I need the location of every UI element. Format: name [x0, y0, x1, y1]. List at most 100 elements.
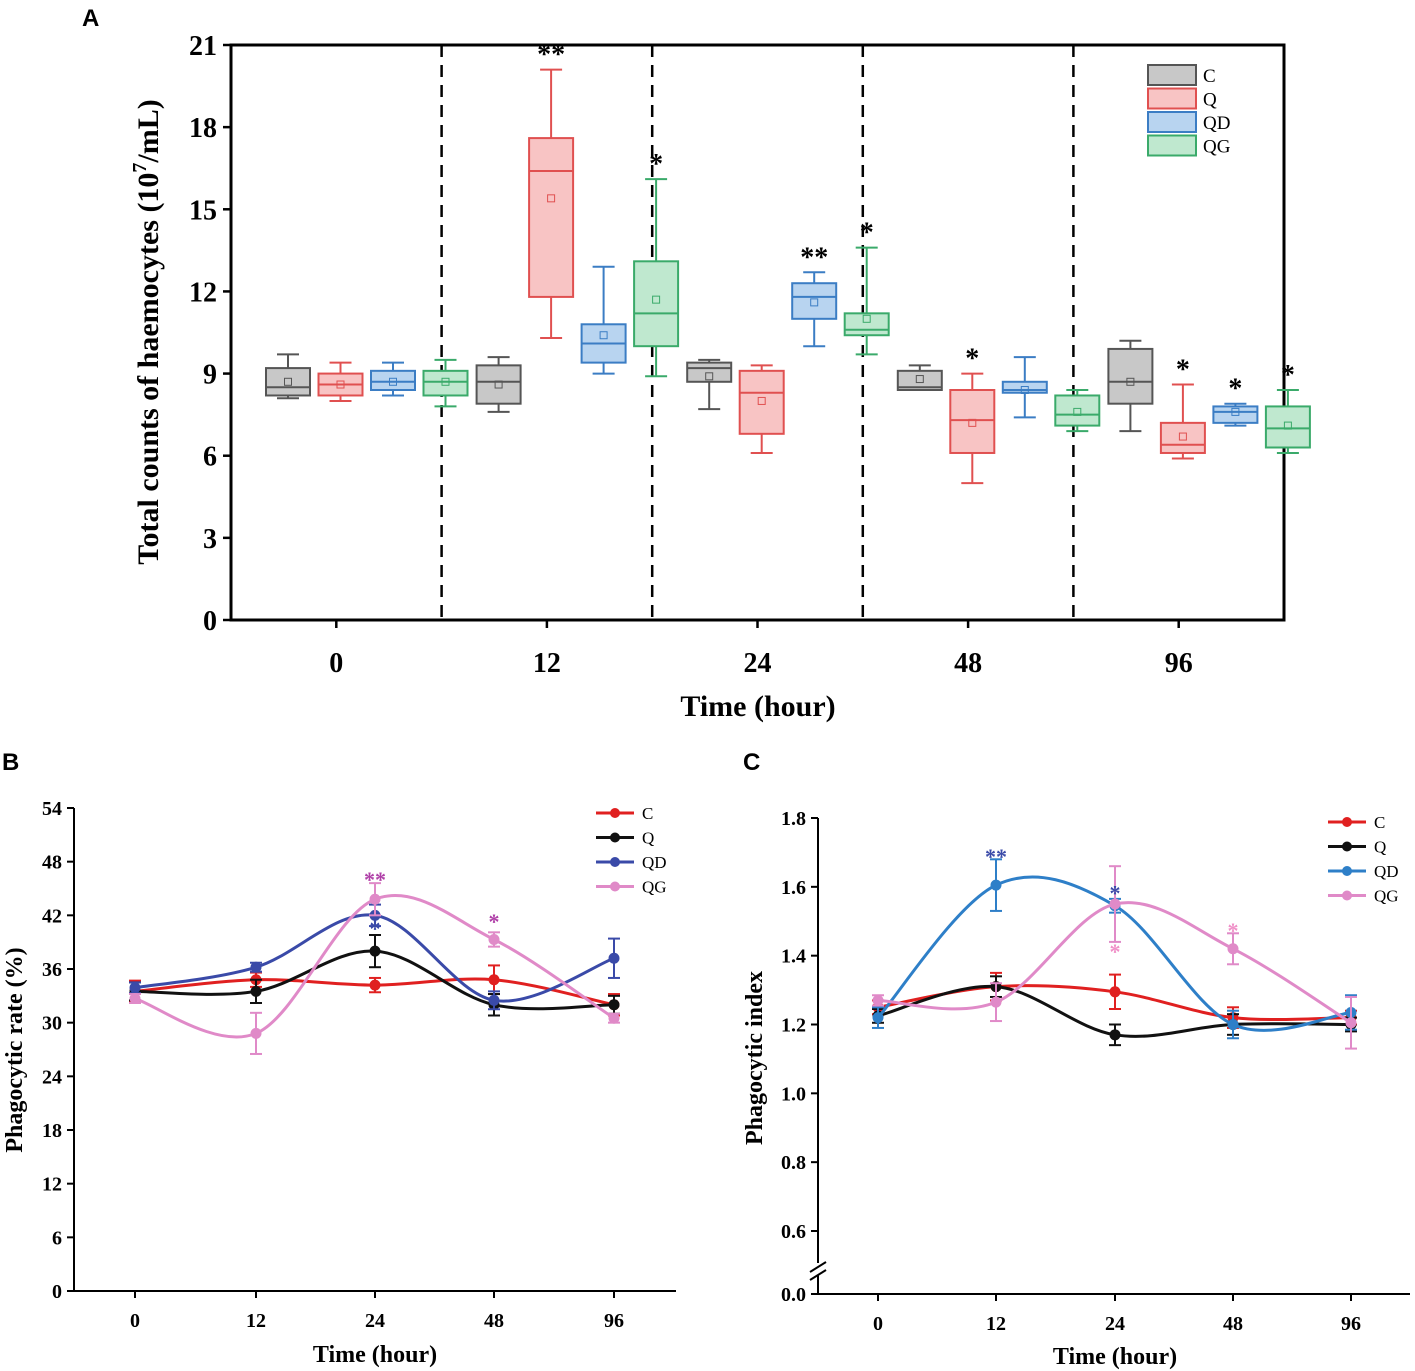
box-C	[896, 364, 943, 392]
box-iqr	[422, 369, 469, 397]
legend-label-QD: QD	[1374, 862, 1399, 881]
box-mean-marker	[968, 418, 977, 427]
significance-mark: *	[1228, 918, 1239, 943]
y-tick-label: 54	[42, 798, 62, 820]
box-iqr	[896, 369, 943, 392]
legend-label-C: C	[1374, 813, 1385, 832]
series-Q	[129, 934, 620, 1017]
significance-mark: *	[860, 218, 874, 249]
data-point-QG	[250, 1027, 262, 1039]
x-tick-label: 96	[1341, 1313, 1361, 1335]
box-mean-marker	[284, 377, 292, 386]
box-C	[1107, 339, 1154, 433]
significance-mark: *	[1110, 880, 1121, 905]
data-point-Q	[369, 945, 381, 957]
x-tick-label: 48	[954, 648, 982, 679]
data-point-QD	[990, 879, 1002, 891]
legend-marker-Q	[610, 832, 620, 843]
x-tick-label: 12	[986, 1313, 1006, 1335]
significance-mark: **	[537, 40, 565, 71]
significance-mark: *	[965, 344, 979, 375]
y-tick-label: 42	[42, 905, 62, 927]
data-point-C	[369, 979, 381, 991]
box-iqr	[1212, 405, 1259, 424]
box-QD	[1001, 356, 1048, 419]
axis-break-mark	[809, 1261, 827, 1273]
series-QG	[872, 865, 1357, 1050]
data-point-C	[488, 974, 500, 986]
significance-mark: **	[985, 844, 1007, 869]
legend-swatch-C	[1147, 64, 1197, 86]
significance-mark: *	[1281, 360, 1295, 391]
box-iqr	[1107, 347, 1154, 405]
legend-marker-QG	[1342, 890, 1352, 901]
y-tick-label: 0.0	[781, 1284, 806, 1306]
series-QG	[129, 882, 620, 1055]
data-point-QD	[1227, 1019, 1239, 1030]
panel-b: B Time (hour) Phagocytic rate (%) 0 6 12 18…	[2, 749, 676, 1368]
y-tick-label: 21	[189, 31, 217, 62]
box-QD	[370, 361, 416, 397]
panel-c-letter: C	[743, 749, 760, 776]
legend-swatch-QD	[1147, 111, 1197, 133]
data-point-QG	[990, 996, 1002, 1008]
data-point-QG	[369, 893, 381, 905]
y-tick-label: 0.8	[781, 1152, 806, 1174]
box-mean-marker	[652, 295, 661, 304]
box-Q: *	[949, 344, 996, 485]
legend-label-QG: QG	[1374, 887, 1399, 906]
box-mean-marker	[441, 377, 450, 386]
panel-a-letter: A	[82, 5, 99, 32]
panel-a-ylabel: Total counts of haemocytes (107/mL)	[129, 99, 165, 565]
box-mean-marker	[547, 194, 556, 203]
y-tick-label: 1.0	[781, 1083, 806, 1105]
box-QG	[1054, 389, 1101, 433]
box-mean-marker	[599, 331, 608, 340]
x-tick-label: 12	[246, 1310, 266, 1332]
box-iqr	[370, 369, 416, 392]
box-Q: *	[1159, 355, 1206, 460]
box-mean-marker	[705, 372, 714, 381]
panel-c: C Time (hour) Phagocytic index 0.0 0.6 0.8…	[742, 749, 1410, 1370]
box-mean-marker	[1283, 421, 1292, 430]
box-iqr	[686, 361, 733, 383]
legend-label-Q: Q	[642, 829, 654, 848]
x-tick-label: 48	[484, 1310, 504, 1332]
y-tick-label: 1.8	[781, 808, 806, 830]
x-tick-label: 24	[1105, 1313, 1125, 1335]
y-tick-label: 18	[189, 113, 217, 144]
legend-swatch-QG	[1147, 134, 1197, 157]
data-point-Q	[250, 985, 262, 997]
y-tick-label: 36	[42, 959, 62, 981]
box-iqr	[528, 137, 575, 298]
y-tick-label: 15	[189, 195, 217, 226]
x-tick-label: 12	[533, 648, 561, 679]
y-tick-label: 1.4	[781, 946, 806, 968]
box-iqr	[843, 312, 890, 337]
data-point-QG	[1109, 898, 1121, 910]
data-point-QG	[129, 993, 141, 1005]
panel-c-xlabel: Time (hour)	[1053, 1344, 1177, 1370]
y-tick-label: 0.6	[781, 1221, 806, 1243]
legend: CQ QD QG	[596, 804, 667, 897]
y-tick-label: 6	[52, 1227, 62, 1249]
x-tick-label: 48	[1223, 1313, 1243, 1335]
panel-a: A Time (hour) Total counts of haemocytes…	[82, 5, 1311, 723]
axis-break-mark	[809, 1269, 827, 1281]
box-iqr	[791, 282, 838, 320]
x-tick-label: 24	[365, 1310, 385, 1332]
box-C	[475, 356, 522, 413]
data-point-Q	[608, 999, 620, 1011]
y-tick-label: 9	[203, 360, 217, 391]
box-QD	[580, 265, 627, 375]
significance-mark: *	[370, 916, 381, 941]
legend-label-QG: QG	[1203, 137, 1231, 158]
legend-marker-QG	[610, 881, 620, 892]
box-iqr	[265, 367, 311, 397]
significance-mark: **	[364, 867, 386, 892]
box-iqr	[475, 364, 522, 405]
significance-mark: *	[1110, 939, 1121, 964]
series-C	[872, 971, 1357, 1029]
box-mean-marker	[494, 380, 503, 389]
